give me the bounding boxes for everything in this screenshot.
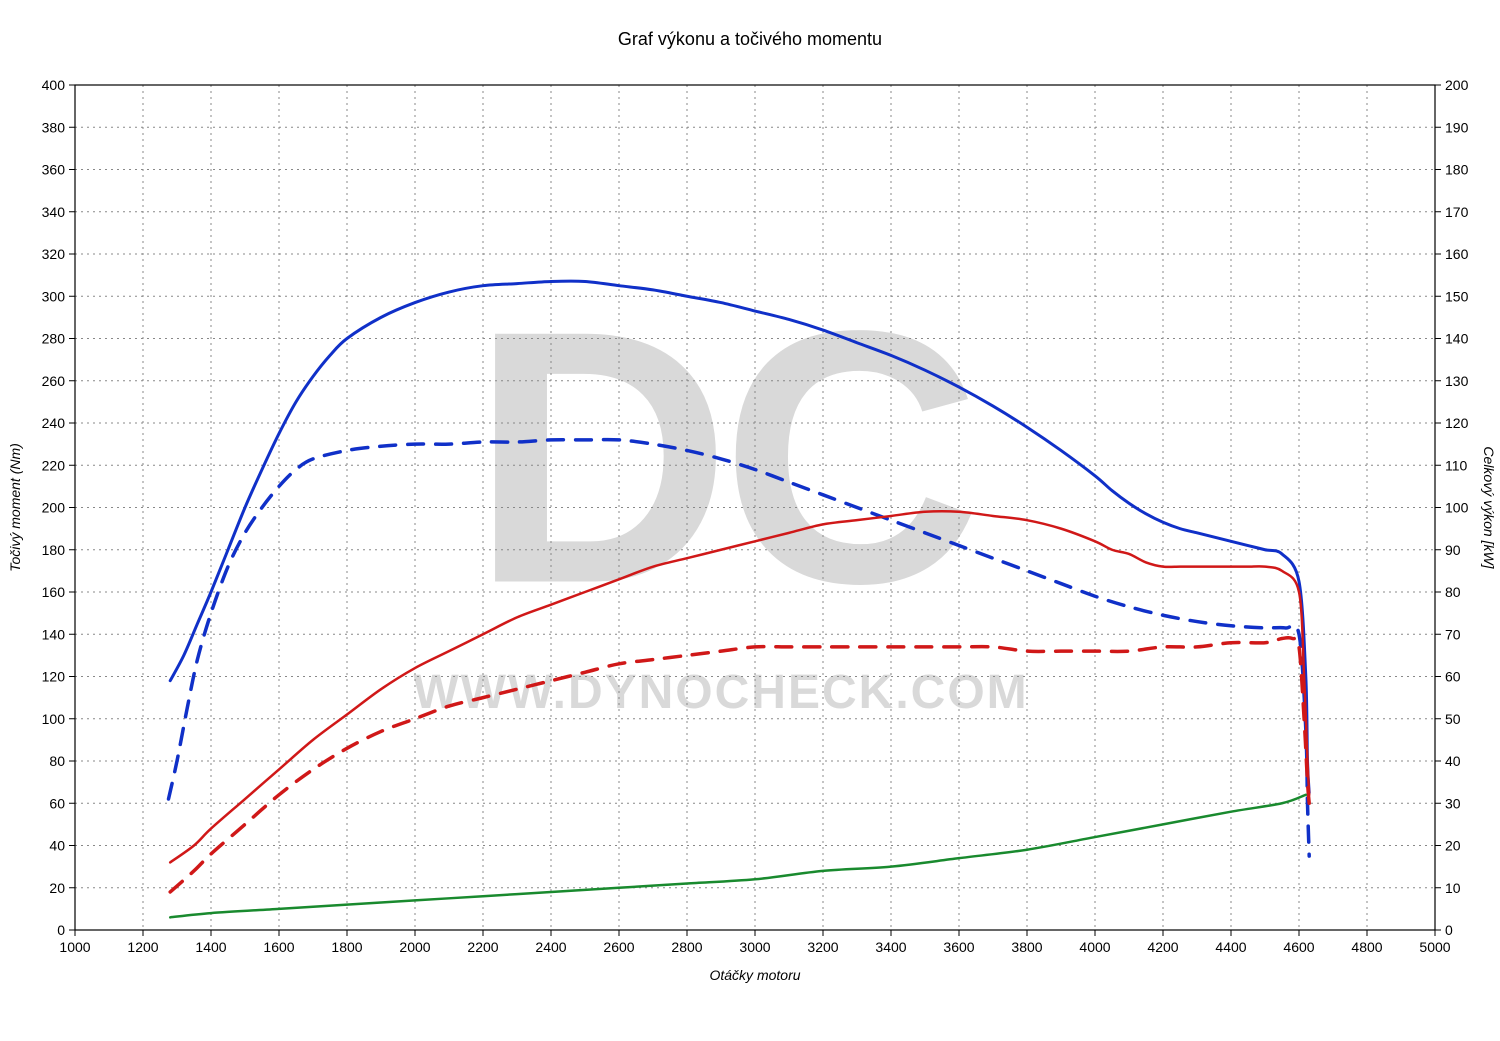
svg-text:2400: 2400 (535, 939, 566, 955)
svg-text:1200: 1200 (127, 939, 158, 955)
svg-text:80: 80 (49, 753, 65, 769)
dyno-chart: DCWWW.DYNOCHECK.COM100012001400160018002… (0, 0, 1500, 1041)
svg-text:200: 200 (42, 500, 66, 516)
svg-text:90: 90 (1445, 542, 1461, 558)
svg-text:40: 40 (49, 838, 65, 854)
svg-text:4000: 4000 (1079, 939, 1110, 955)
svg-text:3400: 3400 (875, 939, 906, 955)
chart-title: Graf výkonu a točivého momentu (618, 29, 882, 49)
svg-text:3600: 3600 (943, 939, 974, 955)
svg-text:360: 360 (42, 162, 66, 178)
svg-text:140: 140 (1445, 331, 1469, 347)
svg-text:5000: 5000 (1419, 939, 1450, 955)
y-right-axis-label: Celkový výkon [kW] (1481, 446, 1497, 569)
svg-text:4600: 4600 (1283, 939, 1314, 955)
svg-text:60: 60 (49, 795, 65, 811)
svg-text:80: 80 (1445, 584, 1461, 600)
svg-text:60: 60 (1445, 669, 1461, 685)
svg-text:3800: 3800 (1011, 939, 1042, 955)
svg-text:200: 200 (1445, 77, 1469, 93)
svg-text:130: 130 (1445, 373, 1469, 389)
svg-text:3000: 3000 (739, 939, 770, 955)
y-left-axis-label: Točivý moment (Nm) (7, 443, 23, 572)
svg-text:10: 10 (1445, 880, 1461, 896)
svg-text:2200: 2200 (467, 939, 498, 955)
svg-text:260: 260 (42, 373, 66, 389)
svg-text:320: 320 (42, 246, 66, 262)
svg-text:2000: 2000 (399, 939, 430, 955)
svg-text:240: 240 (42, 415, 66, 431)
svg-text:20: 20 (49, 880, 65, 896)
svg-text:140: 140 (42, 626, 66, 642)
svg-text:1800: 1800 (331, 939, 362, 955)
svg-text:20: 20 (1445, 838, 1461, 854)
svg-text:160: 160 (1445, 246, 1469, 262)
svg-text:100: 100 (42, 711, 66, 727)
svg-text:120: 120 (42, 669, 66, 685)
svg-text:180: 180 (1445, 162, 1469, 178)
svg-text:190: 190 (1445, 119, 1469, 135)
svg-text:1000: 1000 (59, 939, 90, 955)
svg-text:160: 160 (42, 584, 66, 600)
svg-text:170: 170 (1445, 204, 1469, 220)
svg-text:4400: 4400 (1215, 939, 1246, 955)
svg-text:180: 180 (42, 542, 66, 558)
svg-text:220: 220 (42, 457, 66, 473)
svg-text:120: 120 (1445, 415, 1469, 431)
svg-text:280: 280 (42, 331, 66, 347)
svg-text:150: 150 (1445, 288, 1469, 304)
svg-text:1600: 1600 (263, 939, 294, 955)
svg-text:100: 100 (1445, 500, 1469, 516)
svg-text:30: 30 (1445, 795, 1461, 811)
svg-text:4800: 4800 (1351, 939, 1382, 955)
svg-text:DC: DC (471, 256, 974, 658)
svg-text:70: 70 (1445, 626, 1461, 642)
svg-text:40: 40 (1445, 753, 1461, 769)
svg-text:0: 0 (1445, 922, 1453, 938)
svg-text:2600: 2600 (603, 939, 634, 955)
svg-text:50: 50 (1445, 711, 1461, 727)
svg-text:400: 400 (42, 77, 66, 93)
svg-text:1400: 1400 (195, 939, 226, 955)
svg-text:300: 300 (42, 288, 66, 304)
svg-text:110: 110 (1445, 457, 1468, 473)
x-axis-label: Otáčky motoru (709, 967, 800, 983)
svg-text:4200: 4200 (1147, 939, 1178, 955)
svg-text:0: 0 (57, 922, 65, 938)
svg-text:3200: 3200 (807, 939, 838, 955)
svg-text:380: 380 (42, 119, 66, 135)
svg-text:2800: 2800 (671, 939, 702, 955)
svg-text:340: 340 (42, 204, 66, 220)
